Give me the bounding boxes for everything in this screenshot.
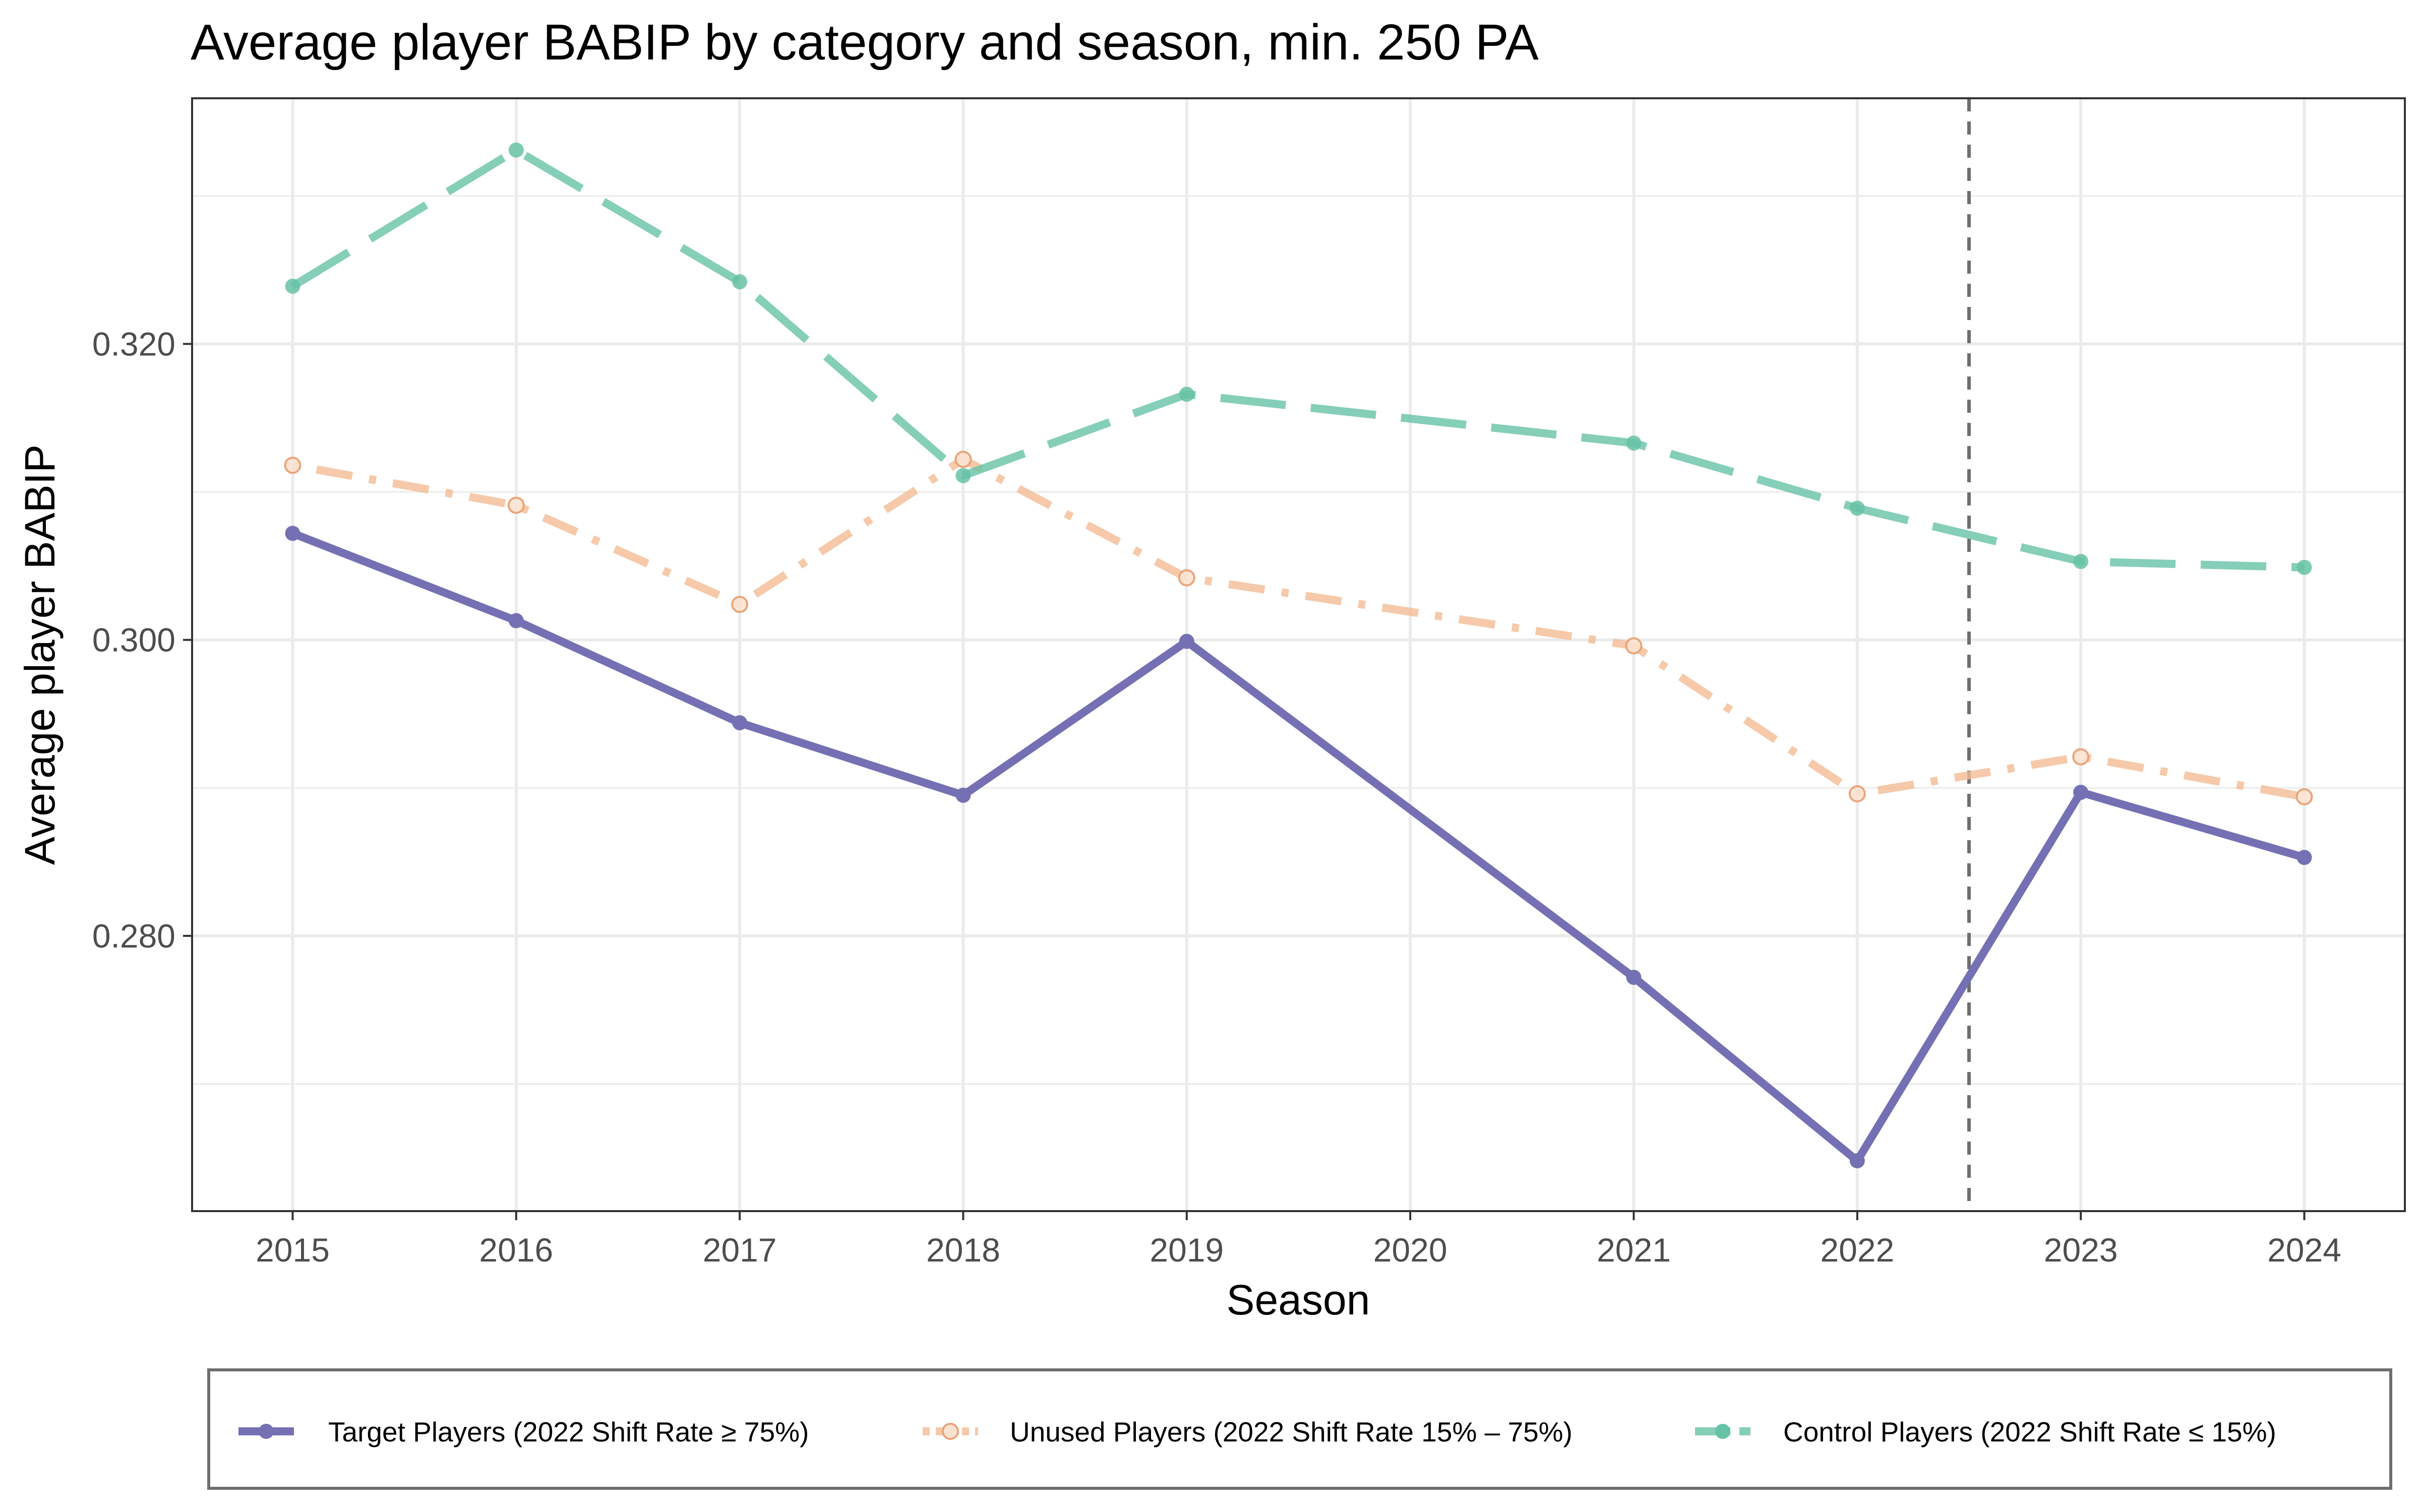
y-tick-label: 0.320 — [92, 325, 175, 362]
x-axis: 2015 2016 2017 2018 2019 2020 2021 2022 2023 2024 — [256, 1211, 2341, 1269]
data-point — [2296, 850, 2312, 865]
panel-border — [191, 97, 2406, 1212]
data-point — [2296, 559, 2312, 575]
x-tick-label: 2023 — [2044, 1231, 2118, 1269]
x-tick-label: 2020 — [1373, 1231, 1447, 1269]
legend-label: Target Players (2022 Shift Rate ≥ 75%) — [328, 1416, 809, 1447]
data-point — [1179, 634, 1194, 649]
data-point — [1848, 785, 1866, 802]
x-tick-label: 2015 — [256, 1231, 330, 1269]
data-point — [1179, 387, 1194, 402]
data-point — [1625, 637, 1643, 655]
data-point — [732, 274, 748, 290]
panel-background — [192, 98, 2405, 1211]
legend-key-marker — [1715, 1424, 1730, 1439]
data-point — [284, 457, 301, 474]
legend-box — [207, 1368, 2392, 1490]
legend-entries: Target Players (2022 Shift Rate ≥ 75%) Un… — [238, 1416, 2276, 1447]
data-point — [1626, 970, 1642, 985]
data-point — [508, 142, 524, 158]
series-3 — [285, 142, 2312, 575]
chart-title: Average player BABIP by category and sea… — [191, 14, 1539, 71]
y-axis: 0.280 0.300 0.320 — [92, 325, 192, 955]
data-point — [508, 613, 524, 628]
x-tick-label: 2024 — [2267, 1231, 2341, 1269]
data-point — [285, 278, 300, 294]
data-point — [2072, 748, 2090, 766]
legend-label: Unused Players (2022 Shift Rate 15% – 75… — [1010, 1416, 1572, 1447]
data-point — [1849, 1153, 1865, 1169]
y-tick-label: 0.300 — [92, 621, 175, 659]
legend-label: Control Players (2022 Shift Rate ≤ 15%) — [1783, 1416, 2276, 1447]
data-point — [731, 596, 749, 613]
data-point — [285, 526, 300, 541]
legend-key-marker — [942, 1423, 959, 1440]
x-tick-label: 2022 — [1820, 1231, 1894, 1269]
legend: Target Players (2022 Shift Rate ≥ 75%) Un… — [207, 1368, 2392, 1490]
data-point — [955, 787, 971, 803]
plot-area — [191, 97, 2406, 1212]
legend-key-marker — [259, 1424, 274, 1439]
y-tick-label: 0.280 — [92, 917, 175, 955]
series-layer — [284, 142, 2313, 1169]
data-point — [2073, 554, 2089, 570]
x-tick-label: 2021 — [1597, 1231, 1671, 1269]
data-point — [954, 451, 972, 468]
series-2 — [284, 451, 2313, 805]
y-axis-title: Average player BABIP — [16, 445, 64, 865]
data-point — [732, 715, 748, 731]
legend-entry-2: Unused Players (2022 Shift Rate 15% – 75… — [923, 1416, 1572, 1447]
x-tick-label: 2019 — [1150, 1231, 1224, 1269]
legend-entry-3: Control Players (2022 Shift Rate ≤ 15%) — [1695, 1416, 2276, 1447]
series-1 — [285, 526, 2312, 1169]
data-point — [1849, 500, 1865, 516]
x-tick-label: 2017 — [703, 1231, 777, 1269]
data-point — [1626, 435, 1642, 451]
x-axis-title: Season — [1227, 1276, 1370, 1324]
legend-entry-1: Target Players (2022 Shift Rate ≥ 75%) — [238, 1416, 809, 1447]
data-point — [2295, 788, 2313, 805]
x-tick-label: 2018 — [926, 1231, 1000, 1269]
data-point — [2073, 785, 2089, 800]
data-point — [1178, 569, 1195, 587]
x-tick-label: 2016 — [479, 1231, 553, 1269]
data-point — [507, 496, 525, 514]
data-point — [955, 468, 971, 483]
